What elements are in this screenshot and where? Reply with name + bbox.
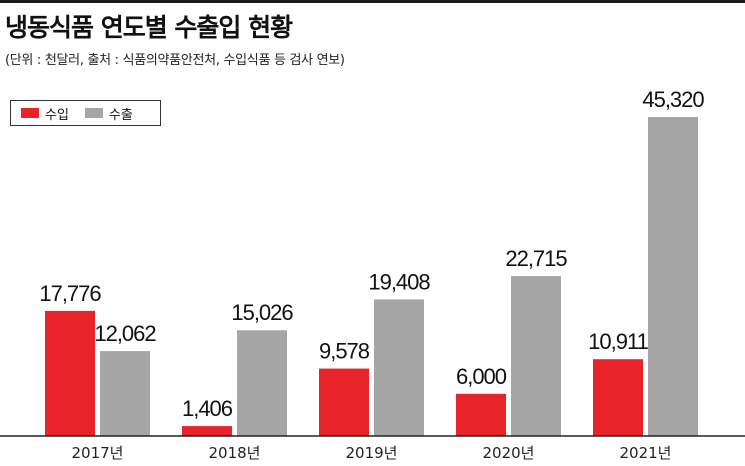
bar-export-0 [100, 351, 150, 436]
top-rule [0, 0, 745, 3]
legend-item-import: 수입 [21, 104, 69, 123]
legend-label-export: 수출 [108, 107, 133, 123]
data-label-export-0: 12,062 [94, 321, 156, 346]
x-tick-label-2: 2019년 [346, 444, 398, 462]
x-tick-label-3: 2020년 [483, 444, 535, 462]
legend-item-export: 수출 [84, 104, 133, 123]
data-label-export-1: 15,026 [231, 300, 293, 325]
data-label-export-4: 45,320 [642, 87, 704, 112]
data-label-import-4: 10,911 [588, 329, 648, 354]
data-label-export-3: 22,715 [505, 246, 567, 271]
legend: 수입 수출 [10, 100, 161, 126]
legend-swatch-import [21, 108, 39, 118]
bar-export-3 [511, 276, 561, 436]
x-tick-label-4: 2021년 [620, 444, 672, 462]
bar-import-4 [593, 359, 643, 436]
x-tick-label-0: 2017년 [72, 444, 124, 462]
x-tick-label-1: 2018년 [209, 444, 261, 462]
data-label-import-2: 9,578 [319, 339, 370, 364]
data-label-export-2: 19,408 [368, 269, 430, 294]
bar-import-2 [319, 368, 369, 436]
chart-title: 냉동식품 연도별 수출입 현황 [5, 13, 293, 42]
bar-import-0 [45, 310, 95, 436]
bar-export-4 [648, 117, 698, 436]
data-label-import-1: 1,406 [182, 396, 233, 421]
legend-label-import: 수입 [45, 107, 69, 123]
bar-import-1 [182, 426, 232, 436]
legend-swatch-export [84, 108, 103, 118]
bar-export-1 [237, 330, 287, 436]
data-label-import-0: 17,776 [39, 281, 101, 306]
bar-export-2 [374, 299, 424, 436]
chart-subtitle: (단위 : 천달러, 출처 : 식품의약품안전처, 수입식품 등 검사 연보) [5, 53, 345, 68]
bar-import-3 [456, 393, 506, 436]
data-label-import-3: 6,000 [456, 364, 507, 389]
